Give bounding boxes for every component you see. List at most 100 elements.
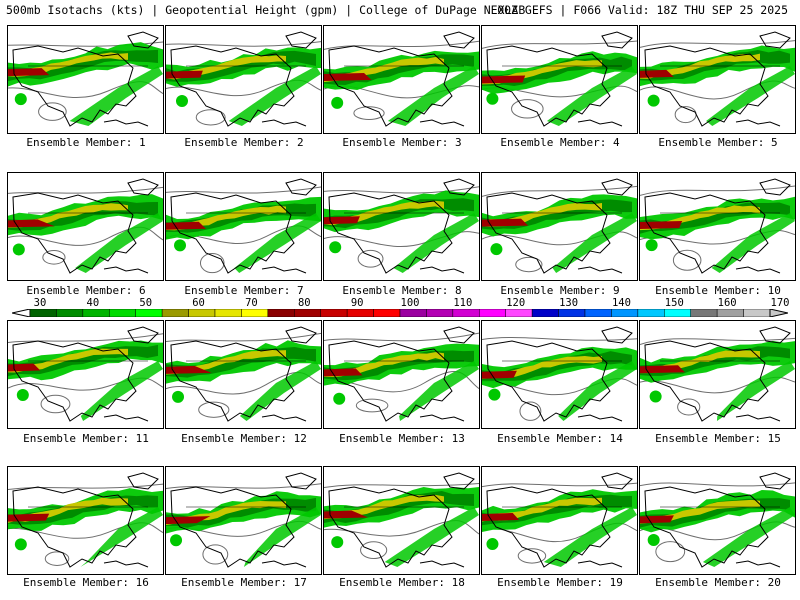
forecast-map (8, 31, 163, 127)
height-contour-closed (44, 551, 70, 566)
ensemble-panel (481, 320, 638, 429)
colorbar-swatch (188, 309, 216, 317)
colorbar-swatch (743, 309, 771, 317)
height-contour-closed (357, 249, 384, 268)
greenland-coast (443, 472, 475, 490)
greenland-coast (759, 472, 791, 490)
height-contour (8, 186, 163, 194)
height-contour-closed (677, 398, 701, 416)
coastline (12, 486, 137, 568)
ensemble-panel (323, 172, 480, 281)
jet-core (640, 515, 674, 524)
tropical-feature (14, 538, 27, 551)
height-contour-closed (202, 544, 229, 565)
jet-core (640, 69, 674, 78)
forecast-map (166, 178, 321, 274)
ensemble-panel (7, 466, 164, 575)
height-contour-closed (42, 250, 66, 265)
tropical-feature (331, 536, 344, 549)
colorbar-tick-label: 170 (770, 297, 790, 309)
coastline (486, 192, 611, 274)
ensemble-member-label: Ensemble Member: 17 (181, 576, 307, 589)
ensemble-member-label: Ensemble Member: 2 (184, 136, 304, 149)
height-contour (482, 185, 637, 197)
coastline (486, 340, 611, 422)
colorbar-high-arrow (769, 309, 788, 317)
caribbean-islands (103, 560, 149, 568)
colorbar-tick-label: 70 (245, 297, 258, 309)
greenland-coast (443, 326, 475, 344)
tropical-feature (331, 96, 344, 109)
forecast-map (8, 178, 163, 274)
colorbar-tick-label: 130 (559, 297, 579, 309)
forecast-map (482, 178, 637, 274)
ensemble-member-label: Ensemble Member: 15 (655, 432, 781, 445)
forecast-map (324, 178, 479, 274)
ensemble-member-label: Ensemble Member: 13 (339, 432, 465, 445)
colorbar-swatch (320, 309, 348, 317)
tropical-feature (647, 533, 660, 546)
height-contour (166, 332, 321, 342)
tropical-feature (490, 243, 503, 256)
forecast-map (482, 472, 637, 568)
forecast-map (8, 472, 163, 568)
colorbar-tick-label: 80 (297, 297, 311, 309)
ensemble-panel (639, 320, 796, 429)
colorbar-low-arrow (12, 309, 31, 317)
ensemble-member-label: Ensemble Member: 16 (23, 576, 149, 589)
coastline (486, 486, 611, 568)
height-contour (640, 185, 795, 196)
colorbar-swatch (214, 309, 242, 317)
forecast-map (482, 326, 637, 422)
ensemble-panel (165, 320, 322, 429)
ensemble-panel (481, 25, 638, 134)
greenland-coast (443, 178, 475, 196)
height-contour (640, 80, 795, 100)
greenland-coast (601, 178, 633, 196)
height-contour (166, 483, 321, 490)
jet-core (482, 218, 529, 227)
jet-core (482, 512, 520, 521)
greenland-coast (285, 472, 317, 490)
forecast-map (324, 326, 479, 422)
colorbar-swatch (690, 309, 718, 317)
coastline (644, 192, 769, 274)
coastline (486, 45, 611, 127)
tropical-feature (649, 390, 662, 403)
header-left-text: 500mb Isotachs (kts) | Geopotential Heig… (6, 3, 526, 17)
jet-streak (69, 66, 163, 126)
height-contour-closed (360, 541, 388, 560)
caribbean-islands (419, 560, 465, 568)
height-contour (482, 482, 637, 488)
caribbean-islands (261, 266, 307, 274)
height-contour-closed (38, 102, 67, 121)
caribbean-islands (577, 266, 623, 274)
colorbar-swatch (267, 309, 295, 317)
ensemble-member-label: Ensemble Member: 7 (184, 284, 304, 297)
greenland-coast (759, 31, 791, 49)
tropical-feature (486, 92, 499, 105)
colorbar-swatch (109, 309, 136, 317)
height-contour (482, 231, 637, 246)
caribbean-islands (103, 266, 149, 274)
greenland-coast (759, 178, 791, 196)
height-contour-closed (198, 401, 230, 418)
ensemble-panel (323, 320, 480, 429)
height-contour-closed (195, 109, 226, 126)
jet-streak (702, 507, 795, 567)
coastline (170, 340, 295, 422)
ensemble-member-label: Ensemble Member: 3 (342, 136, 462, 149)
ensemble-member-label: Ensemble Member: 5 (658, 136, 778, 149)
colorbar-swatch (135, 309, 163, 317)
height-contour (8, 483, 163, 491)
height-contour-closed (511, 99, 544, 119)
ensemble-member-label: Ensemble Member: 8 (342, 284, 462, 297)
ensemble-panel (165, 172, 322, 281)
jet-streak (243, 507, 321, 567)
ensemble-panel (7, 320, 164, 429)
colorbar-swatch (56, 309, 84, 317)
greenland-coast (285, 326, 317, 344)
height-contour-closed (40, 394, 71, 414)
jet-band-mid (8, 348, 128, 373)
caribbean-islands (261, 560, 307, 568)
